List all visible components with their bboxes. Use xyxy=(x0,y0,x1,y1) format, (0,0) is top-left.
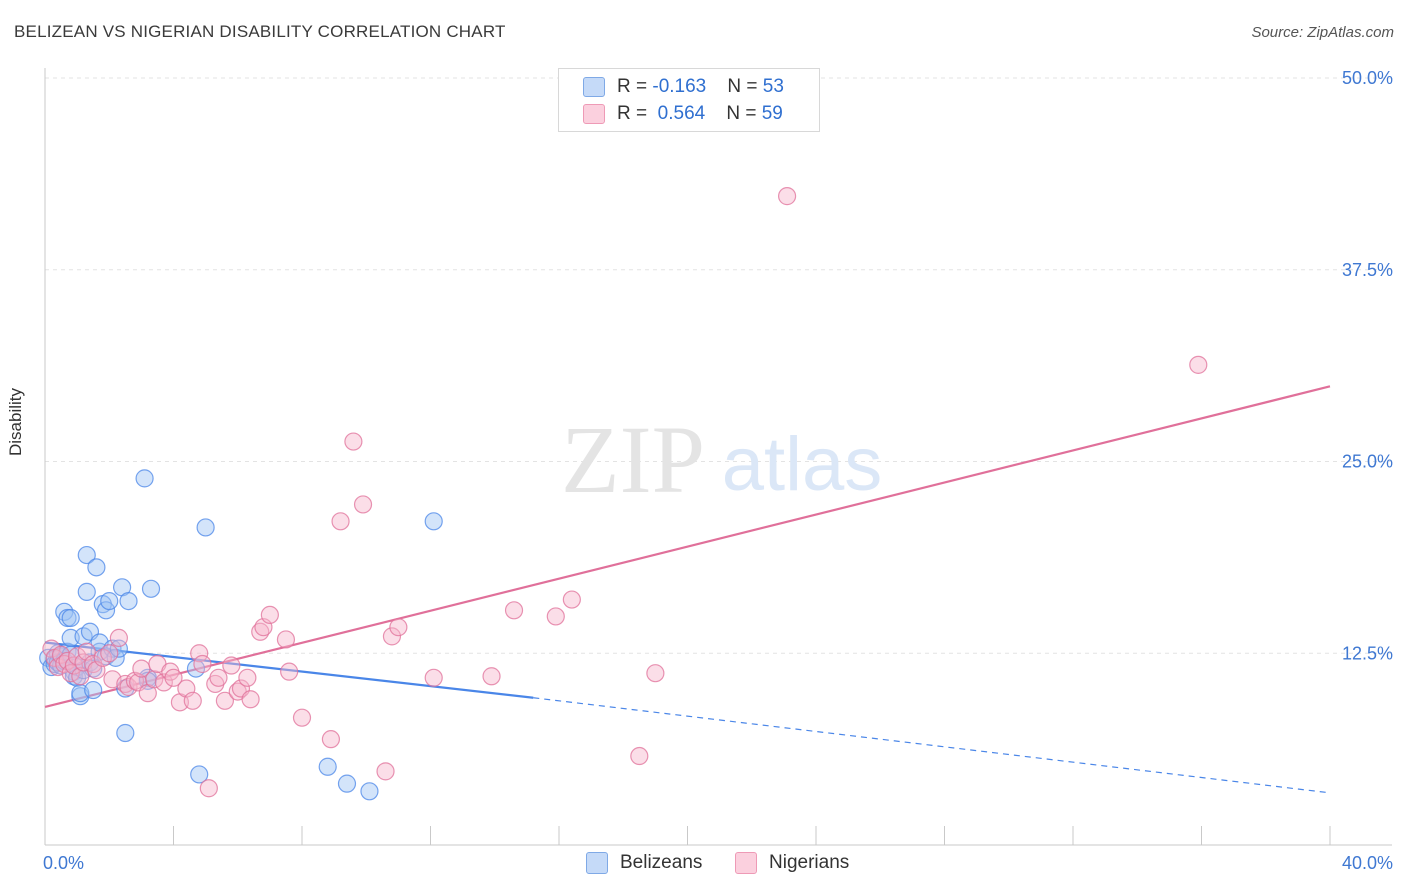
data-point-belizeans xyxy=(190,765,209,784)
legend-n-value: 59 xyxy=(761,103,783,124)
data-point-nigerians xyxy=(331,512,350,531)
data-point-nigerians xyxy=(109,628,128,648)
data-point-nigerians xyxy=(93,648,112,667)
y-axis-label: Disability xyxy=(6,387,25,456)
bottom-legend-belizeans: Belizeans xyxy=(586,852,702,874)
bottom-legend-label-belizeans: Belizeans xyxy=(620,852,703,873)
data-point-nigerians xyxy=(71,667,90,686)
series-belizeans xyxy=(39,469,443,801)
data-point-nigerians xyxy=(100,644,119,663)
y-tick-label: 12.5% xyxy=(1342,643,1393,663)
data-point-nigerians xyxy=(382,627,402,646)
data-point-nigerians xyxy=(546,607,565,626)
legend-swatch-belizeans xyxy=(583,77,605,97)
y-tick-label: 50.0% xyxy=(1342,68,1393,88)
data-point-belizeans xyxy=(360,782,379,801)
data-point-belizeans xyxy=(87,558,106,577)
data-point-nigerians xyxy=(646,664,665,683)
data-point-belizeans xyxy=(77,545,96,565)
axes xyxy=(44,68,1392,846)
data-point-nigerians xyxy=(215,691,234,710)
data-point-nigerians xyxy=(154,673,173,692)
data-point-belizeans xyxy=(84,680,103,700)
data-point-nigerians xyxy=(193,654,212,674)
data-point-nigerians xyxy=(389,618,408,637)
legend-r-value: -0.163 xyxy=(652,76,707,97)
data-point-nigerians xyxy=(482,667,501,686)
data-point-nigerians xyxy=(321,730,341,749)
data-point-belizeans xyxy=(61,608,80,628)
legend-text-belizeans: R = -0.163 N = 53 xyxy=(617,76,784,98)
watermark-atlas: atlas xyxy=(722,422,883,507)
data-point-nigerians xyxy=(276,630,296,649)
data-point-nigerians xyxy=(280,662,299,681)
series-nigerians xyxy=(42,187,1208,798)
tick-labels: 12.5% 25.0% 37.5% 50.0% 0.0% 40.0% xyxy=(43,68,1393,873)
data-point-belizeans xyxy=(77,582,96,601)
y-tick-label: 25.0% xyxy=(1342,452,1393,472)
data-point-belizeans xyxy=(119,591,138,611)
bottom-legend-nigerians: Nigerians xyxy=(735,852,849,874)
data-point-belizeans xyxy=(318,757,337,776)
data-point-belizeans xyxy=(186,659,206,678)
bottom-legend-swatch-nigerians xyxy=(735,852,757,874)
y-tick-label: 37.5% xyxy=(1342,260,1393,280)
data-point-nigerians xyxy=(260,605,279,625)
x-tick-label: 0.0% xyxy=(43,853,84,873)
data-point-nigerians xyxy=(353,495,373,514)
x-tick-label: 40.0% xyxy=(1342,853,1393,873)
data-point-belizeans xyxy=(135,469,154,488)
data-point-nigerians xyxy=(209,668,228,687)
legend-r-label: R = xyxy=(617,103,653,124)
data-point-belizeans xyxy=(141,579,161,598)
stats-legend: R = -0.163 N = 53 R = 0.564 N = 59 xyxy=(558,68,820,132)
data-point-nigerians xyxy=(241,690,260,709)
data-point-nigerians xyxy=(504,601,524,620)
legend-n-label: N = xyxy=(727,76,763,97)
data-point-nigerians xyxy=(199,779,218,798)
data-point-nigerians xyxy=(164,668,183,687)
data-point-nigerians xyxy=(562,590,581,609)
legend-text-nigerians: R = 0.564 N = 59 xyxy=(617,103,783,125)
data-point-nigerians xyxy=(183,691,202,710)
data-point-belizeans xyxy=(337,774,357,793)
bottom-legend-swatch-belizeans xyxy=(586,852,608,874)
data-point-nigerians xyxy=(238,668,257,687)
legend-n-label: N = xyxy=(726,103,762,124)
data-point-nigerians xyxy=(1189,355,1208,374)
data-point-nigerians xyxy=(344,432,363,451)
data-point-nigerians xyxy=(777,187,797,206)
legend-r-label: R = xyxy=(617,76,653,97)
data-point-belizeans xyxy=(100,591,119,611)
data-point-nigerians xyxy=(424,668,443,687)
source-label: Source: ZipAtlas.com xyxy=(1251,24,1394,41)
data-point-nigerians xyxy=(292,708,312,727)
data-points xyxy=(39,187,1208,801)
data-point-nigerians xyxy=(222,656,241,675)
trend-line-nigerians xyxy=(44,385,1331,709)
legend-n-value: 53 xyxy=(762,76,784,97)
data-point-nigerians xyxy=(376,762,395,781)
data-point-belizeans xyxy=(196,518,215,537)
bottom-legend-label-nigerians: Nigerians xyxy=(769,852,850,873)
trend-line-extension-belizeans xyxy=(533,697,1331,794)
data-point-belizeans xyxy=(116,723,135,743)
legend-swatch-nigerians xyxy=(583,104,605,124)
data-point-nigerians xyxy=(190,644,209,663)
data-point-nigerians xyxy=(630,746,649,766)
data-point-belizeans xyxy=(109,639,128,658)
data-point-belizeans xyxy=(74,627,93,646)
legend-r-value: 0.564 xyxy=(652,103,706,124)
watermark: ZIP atlas xyxy=(561,406,882,513)
watermark-zip: ZIP xyxy=(561,406,705,513)
data-point-belizeans xyxy=(424,512,443,531)
chart-title: BELIZEAN VS NIGERIAN DISABILITY CORRELAT… xyxy=(14,22,506,41)
